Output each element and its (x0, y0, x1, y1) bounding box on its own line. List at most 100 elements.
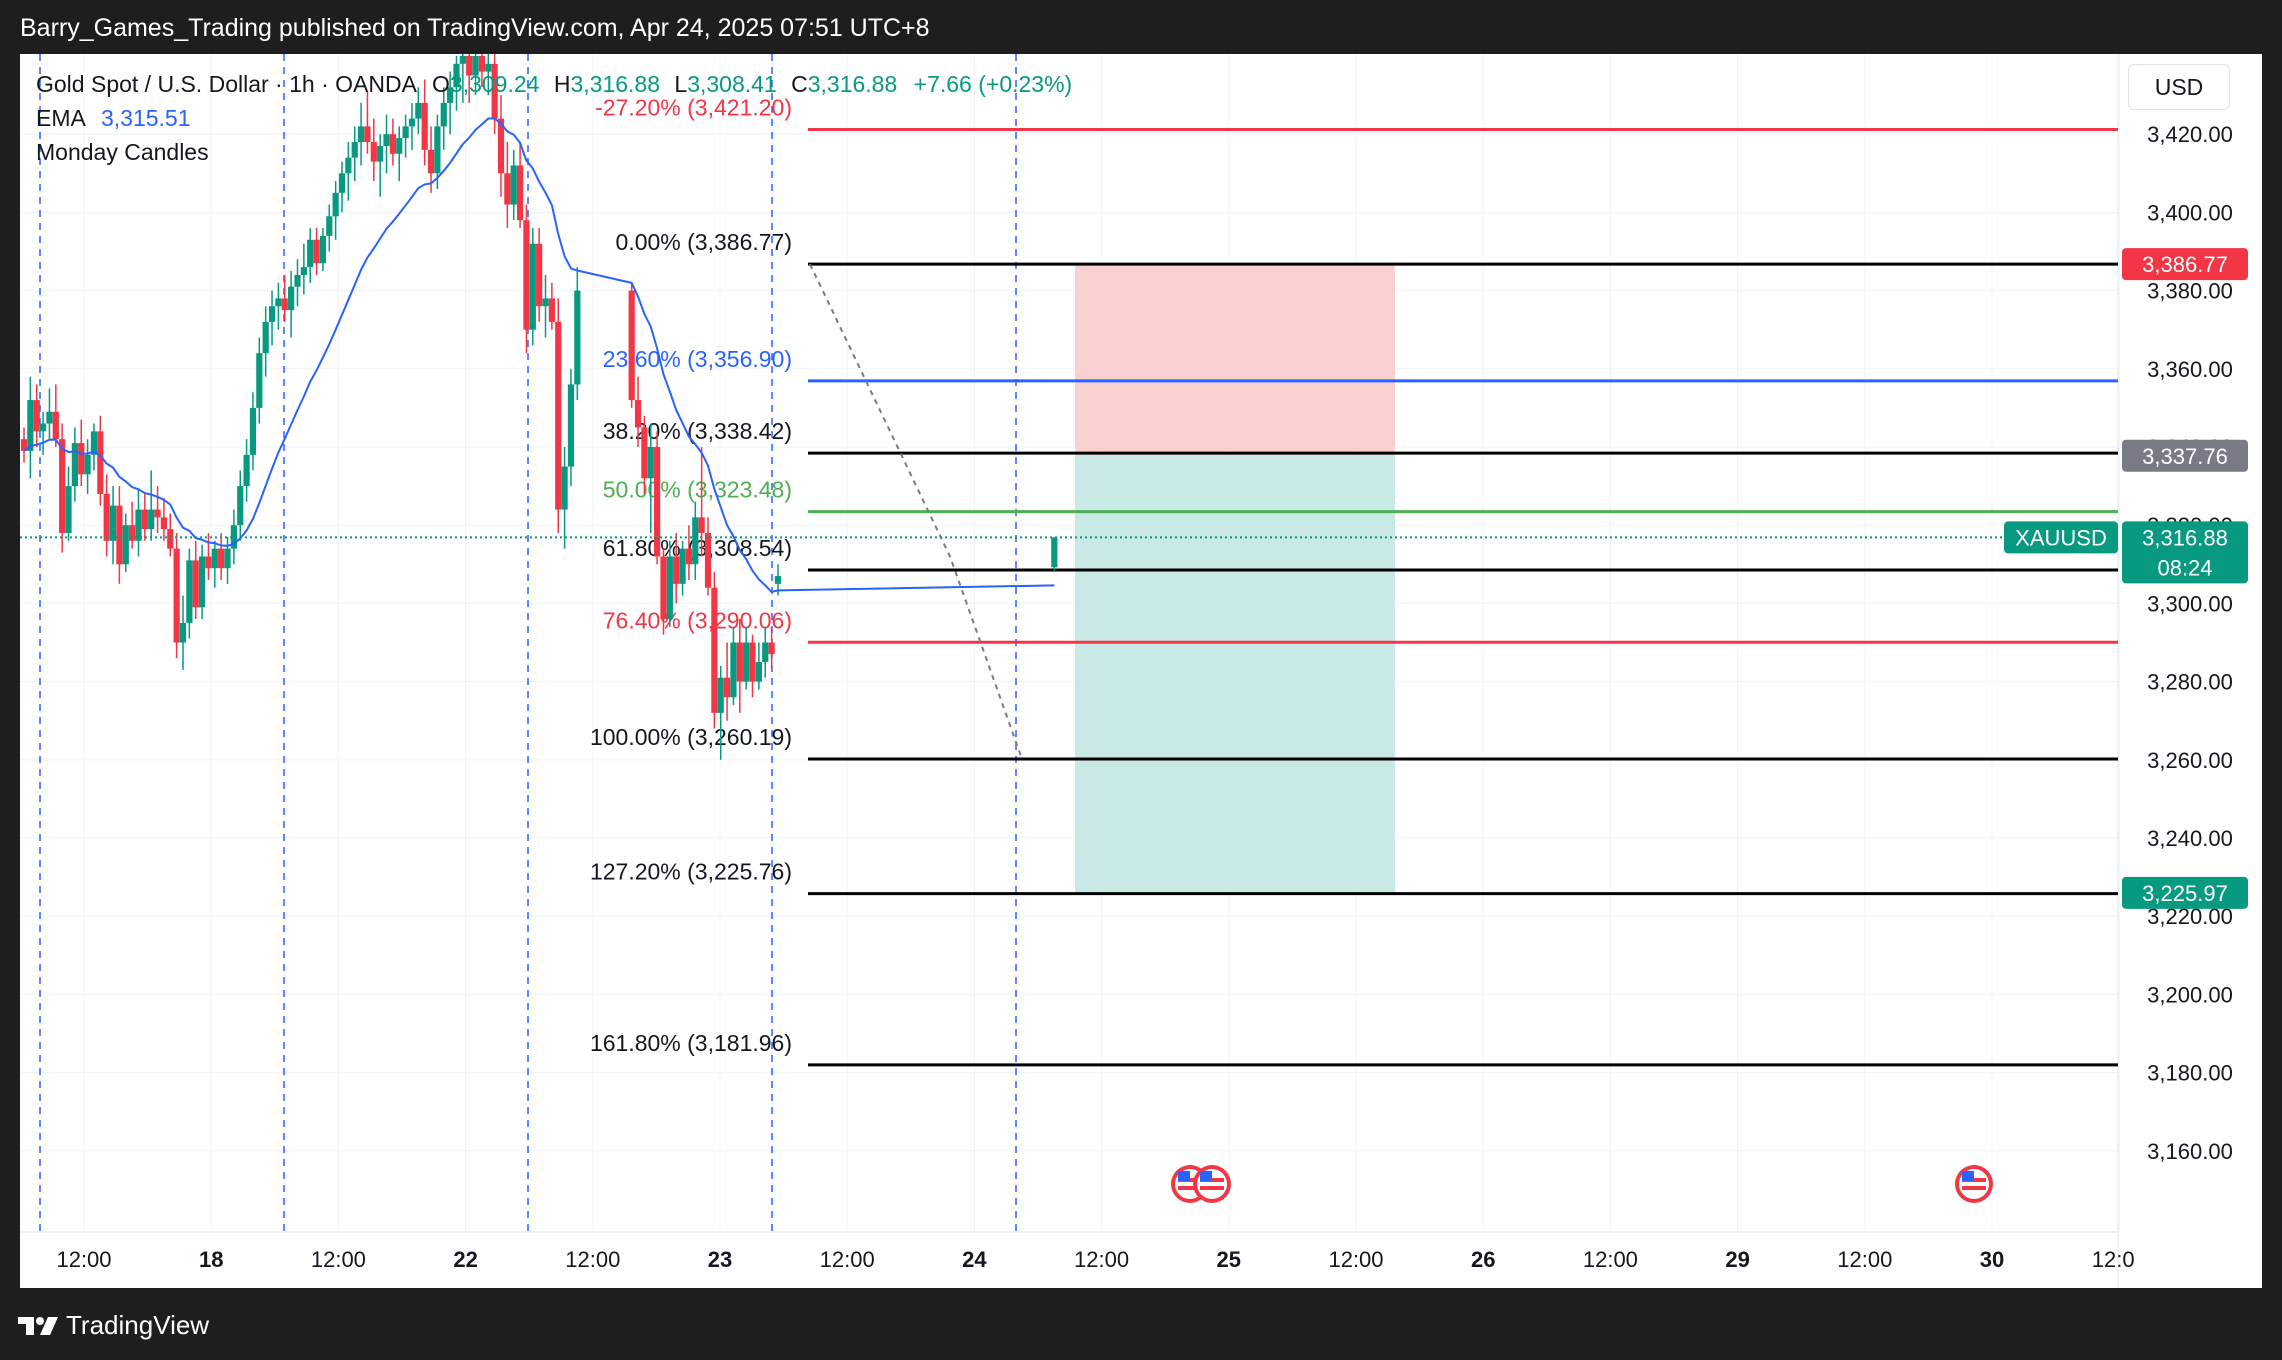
price-tick-label: 3,360.00 (2147, 357, 2233, 382)
candle-body (370, 142, 377, 162)
candle-body (198, 556, 206, 608)
candle-body (536, 243, 543, 307)
candle-body (415, 102, 422, 119)
currency-button[interactable]: USD (2128, 64, 2230, 110)
time-tick-label: 12:00 (1837, 1247, 1892, 1272)
open-value: 3,309.24 (449, 71, 540, 97)
candle-body (148, 509, 155, 530)
time-tick-label: 24 (962, 1247, 987, 1272)
fib-level-label: 38.20% (3,338.42) (603, 418, 792, 444)
candle-body (434, 126, 441, 174)
time-tick-label: 12:00 (1328, 1247, 1383, 1272)
price-axis-tag-text: 3,337.76 (2142, 444, 2228, 469)
candle-body (685, 548, 693, 565)
candle-body (478, 56, 486, 72)
candle-body (345, 157, 352, 174)
candle-body (275, 298, 282, 307)
candle-body (300, 267, 307, 275)
monday-candles-legend[interactable]: Monday Candles (36, 139, 209, 166)
countdown-text: 08:24 (2157, 555, 2212, 580)
high-label: H (553, 71, 571, 97)
candle-body (736, 642, 743, 682)
fib-level-label: 0.00% (3,386.77) (616, 229, 792, 255)
time-tick-label: 29 (1725, 1247, 1749, 1272)
price-axis-tag-text: 3,386.77 (2142, 252, 2228, 277)
candle-body (396, 138, 403, 154)
candle-body (141, 509, 148, 530)
close-label: C (791, 71, 808, 97)
price-axis-tag (2122, 248, 2248, 281)
close-value: 3,316.88 (807, 71, 898, 97)
candle-body (84, 454, 91, 475)
candle-body (268, 306, 276, 322)
last-price-tag (2122, 521, 2248, 584)
fib-level-label: 100.00% (3,260.19) (590, 724, 792, 750)
candle-body (326, 216, 333, 236)
candle-body (109, 505, 117, 541)
candle-body (472, 56, 479, 76)
candle-body (230, 525, 237, 549)
candle-body (205, 556, 212, 569)
time-tick-label: 22 (453, 1247, 477, 1272)
candle-body (628, 290, 635, 401)
candle-body (243, 454, 250, 487)
us-flag-stripe (1962, 1186, 1986, 1190)
time-tick-label: 30 (1980, 1247, 2004, 1272)
candle-body (135, 509, 142, 541)
open-label: O (432, 71, 450, 97)
candle-body (755, 662, 762, 682)
ema-line (23, 117, 1055, 594)
candle-body (59, 439, 66, 534)
us-flag-canton (1178, 1171, 1190, 1181)
candle-body (351, 142, 358, 158)
candle-body (192, 560, 199, 608)
candle-body (338, 173, 346, 193)
candle-body (692, 517, 699, 565)
publisher-text: Barry_Games_Trading published on Trading… (20, 14, 930, 42)
candle-body (237, 486, 244, 526)
candle-body (357, 126, 365, 143)
candle-body (364, 126, 371, 143)
time-tick-label: 12:00 (1074, 1247, 1129, 1272)
candle-body (116, 505, 123, 565)
time-tick-label: 12:00 (311, 1247, 366, 1272)
tradingview-brand: TradingView (66, 1310, 210, 1340)
candle-body (27, 400, 34, 451)
candle-body (281, 298, 288, 311)
candle-body (485, 63, 492, 72)
candle-body (90, 431, 98, 455)
candle-body (154, 509, 161, 518)
time-tick-label: 25 (1217, 1247, 1241, 1272)
candle-body (504, 173, 511, 205)
candle-body (523, 220, 530, 330)
candle-body (440, 102, 447, 127)
fib-level-label: 50.00% (3,323.48) (603, 477, 792, 503)
candle-body (453, 63, 460, 88)
ema-value: 3,315.51 (100, 105, 191, 131)
time-tick-label: 12:00 (565, 1247, 620, 1272)
ema-legend[interactable]: EMA 3,315.51 (36, 105, 191, 132)
last-price-text: 3,316.88 (2142, 525, 2228, 550)
candle-body (660, 556, 667, 620)
fib-level-label: 161.80% (3,181.96) (590, 1030, 792, 1056)
price-tick-label: 3,420.00 (2147, 122, 2233, 147)
candle-body (186, 560, 193, 623)
candle-body (71, 443, 78, 487)
price-axis-tag (2122, 439, 2248, 472)
candle-body (332, 192, 339, 217)
chart-canvas[interactable]: 3,160.003,180.003,200.003,220.003,240.00… (20, 54, 2262, 1288)
indicator-label: Monday Candles (36, 139, 209, 165)
candle-body (249, 407, 257, 455)
candle-body (211, 548, 218, 569)
time-tick-label: 12:0 (2092, 1247, 2135, 1272)
tradingview-logo[interactable]: TradingView (18, 1310, 209, 1341)
price-tick-label: 3,300.00 (2147, 591, 2233, 616)
candle-body (179, 622, 187, 643)
us-flag-stripe (1200, 1186, 1224, 1190)
candle-body (743, 642, 750, 682)
symbol-title[interactable]: Gold Spot / U.S. Dollar · 1h · OANDA (36, 71, 416, 97)
price-tick-label: 3,240.00 (2147, 826, 2233, 851)
change-value: +7.66 (+0.23%) (913, 71, 1073, 97)
time-tick-label: 23 (708, 1247, 732, 1272)
chart-panel[interactable]: 3,160.00 3,180.00 3,200.00 3,220.00 3,240.00… (20, 54, 2262, 1288)
